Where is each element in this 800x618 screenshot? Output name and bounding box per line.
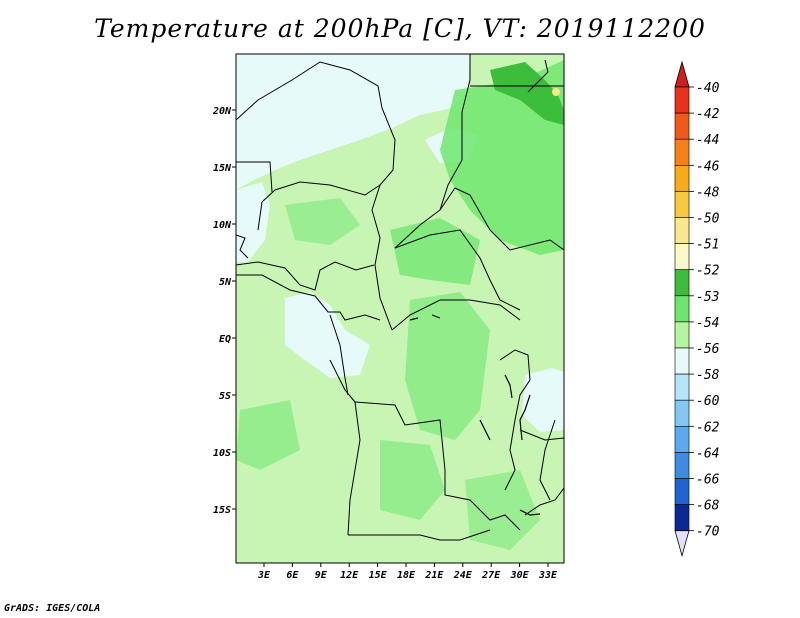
lon-tick-label: 33E — [538, 570, 558, 581]
lat-tick-label: 5N — [219, 277, 232, 288]
lon-tick-label: 15E — [369, 570, 388, 581]
colorbar-label: -42 — [696, 107, 720, 122]
colorbar-bottom-cap — [674, 530, 690, 558]
colorbar-swatch — [674, 138, 690, 166]
shade-green-congo — [405, 292, 490, 440]
colorbar-swatch — [674, 269, 690, 297]
lon-tick-label: 18E — [397, 570, 416, 581]
colorbar-label: -66 — [696, 473, 720, 488]
shade-pale-patch-2 — [285, 292, 370, 378]
lon-tick-label: 21E — [424, 570, 444, 581]
colorbar-swatch — [674, 478, 690, 505]
lat-tick-label: 15N — [213, 163, 232, 174]
lat-tick-label: 15S — [213, 505, 231, 516]
colorbar-swatch — [674, 504, 690, 532]
colorbar-label: -46 — [696, 159, 720, 174]
colorbar-label: -68 — [696, 499, 720, 514]
shade-green-northwest — [285, 198, 360, 245]
colorbar-label: -52 — [696, 264, 720, 279]
country-borders — [236, 54, 564, 541]
colorbar-label: -50 — [696, 212, 720, 227]
colorbar-label: -70 — [696, 525, 720, 540]
map-panel — [236, 54, 564, 563]
colorbar-swatch — [674, 191, 690, 218]
colorbar-label: -64 — [696, 446, 719, 461]
colorbar-swatch — [674, 452, 690, 479]
lat-tick-label: 10S — [213, 448, 231, 459]
colorbar-swatch — [674, 217, 690, 244]
colorbar-swatch — [674, 86, 690, 114]
shade-green-south — [380, 440, 445, 520]
lat-tick-label: 10N — [213, 220, 232, 231]
colorbar-swatch — [674, 321, 690, 349]
colorbar-swatch — [674, 399, 690, 427]
longitude-axis: 3E 6E 9E 12E 15E 18E 21E 24E 27E 30E 33E — [257, 563, 558, 581]
colorbar-label: -44 — [696, 133, 719, 148]
lat-tick-label: 5S — [219, 391, 231, 402]
lat-tick-label: 20N — [212, 106, 232, 117]
colorbar-swatch — [674, 165, 690, 192]
colorbar-swatch — [674, 347, 690, 375]
colorbar-label: -48 — [696, 185, 720, 200]
latitude-axis: 20N 15N 10N 5N EQ 5S 10S 15S — [212, 106, 236, 516]
lon-tick-label: 9E — [315, 570, 328, 581]
lon-tick-label: 30E — [510, 570, 530, 581]
colorbar-top-cap — [674, 60, 690, 88]
colorbar-swatch — [674, 295, 690, 323]
lat-tick-label: EQ — [219, 334, 231, 345]
colorbar-label: -60 — [696, 394, 720, 409]
colorbar: -40 -42 -44 -46 -48 -50 -51 -52 -53 -54 -56 -58 -60 -… — [674, 60, 720, 558]
colorbar-swatch — [674, 425, 690, 453]
shade-warm-spot — [552, 88, 560, 96]
colorbar-swatch — [674, 243, 690, 271]
credit-text: GrADS: IGES/COLA — [4, 603, 101, 614]
colorbar-label: -54 — [696, 316, 719, 331]
colorbar-label: -53 — [696, 290, 719, 305]
lon-tick-label: 12E — [340, 570, 359, 581]
map-frame — [235, 53, 565, 564]
colorbar-label: -51 — [696, 238, 719, 253]
colorbar-label: -56 — [696, 342, 720, 357]
shade-green-southeast — [465, 470, 540, 550]
colorbar-swatch — [674, 112, 690, 140]
shade-green-central — [390, 218, 480, 285]
colorbar-label: -40 — [696, 81, 720, 96]
shade-green-west — [236, 400, 300, 470]
colorbar-label: -62 — [696, 420, 720, 435]
lon-tick-label: 27E — [481, 570, 501, 581]
shade-pale-patch-3 — [522, 368, 564, 432]
map-title: Temperature at 200hPa [C], VT: 201911220… — [94, 14, 706, 43]
shade-darkgreen-ne — [490, 62, 564, 125]
colorbar-swatch — [674, 373, 690, 401]
lon-tick-label: 3E — [257, 570, 271, 581]
lon-tick-label: 24E — [453, 570, 473, 581]
lakes — [409, 314, 541, 516]
shade-north-pale-region — [236, 54, 470, 190]
lon-tick-label: 6E — [286, 570, 299, 581]
colorbar-label: -58 — [696, 368, 720, 383]
